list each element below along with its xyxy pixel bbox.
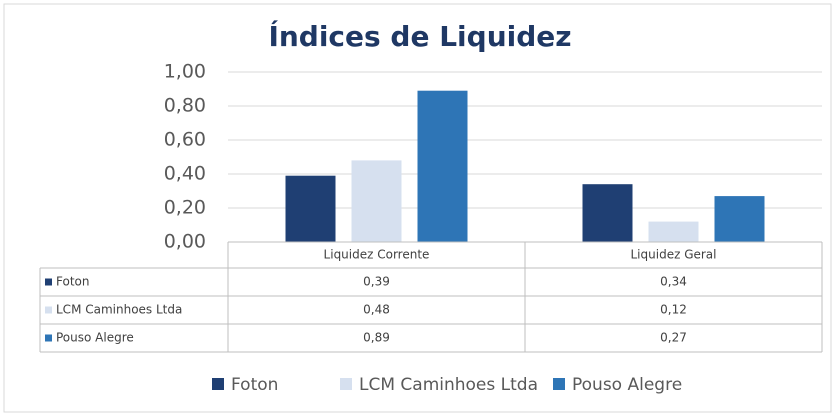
legend-label: Foton xyxy=(231,375,278,395)
chart-title: Índices de Liquidez xyxy=(268,19,571,53)
table-value: 0,39 xyxy=(363,275,390,289)
table-value: 0,34 xyxy=(660,275,687,289)
y-tick-label: 0,80 xyxy=(164,95,206,117)
x-tick-label: Liquidez Geral xyxy=(631,248,717,262)
table-row-header: Pouso Alegre xyxy=(56,331,134,345)
y-tick-label: 0,60 xyxy=(164,129,206,151)
bar xyxy=(285,175,336,242)
table-legend-key xyxy=(45,306,52,314)
y-tick-label: 0,00 xyxy=(164,231,206,253)
bar xyxy=(582,184,633,242)
table-value: 0,48 xyxy=(363,303,390,317)
legend-key xyxy=(340,378,352,390)
legend-label: Pouso Alegre xyxy=(572,375,682,395)
y-tick-label: 0,20 xyxy=(164,197,206,219)
legend-label: LCM Caminhoes Ltda xyxy=(359,375,538,395)
y-tick-label: 1,00 xyxy=(164,61,206,83)
table-value: 0,12 xyxy=(660,303,687,317)
table-value: 0,27 xyxy=(660,331,687,345)
legend-key xyxy=(212,378,224,390)
table-value: 0,89 xyxy=(363,331,390,345)
table-row-header: Foton xyxy=(56,275,89,289)
bar xyxy=(648,221,699,242)
table-legend-key xyxy=(45,334,52,342)
bar xyxy=(714,196,765,242)
x-tick-label: Liquidez Corrente xyxy=(324,248,430,262)
bar xyxy=(417,90,468,242)
bar xyxy=(351,160,402,242)
table-row-header: LCM Caminhoes Ltda xyxy=(56,303,182,317)
table-legend-key xyxy=(45,278,52,286)
legend-key xyxy=(553,378,565,390)
y-tick-label: 0,40 xyxy=(164,163,206,185)
